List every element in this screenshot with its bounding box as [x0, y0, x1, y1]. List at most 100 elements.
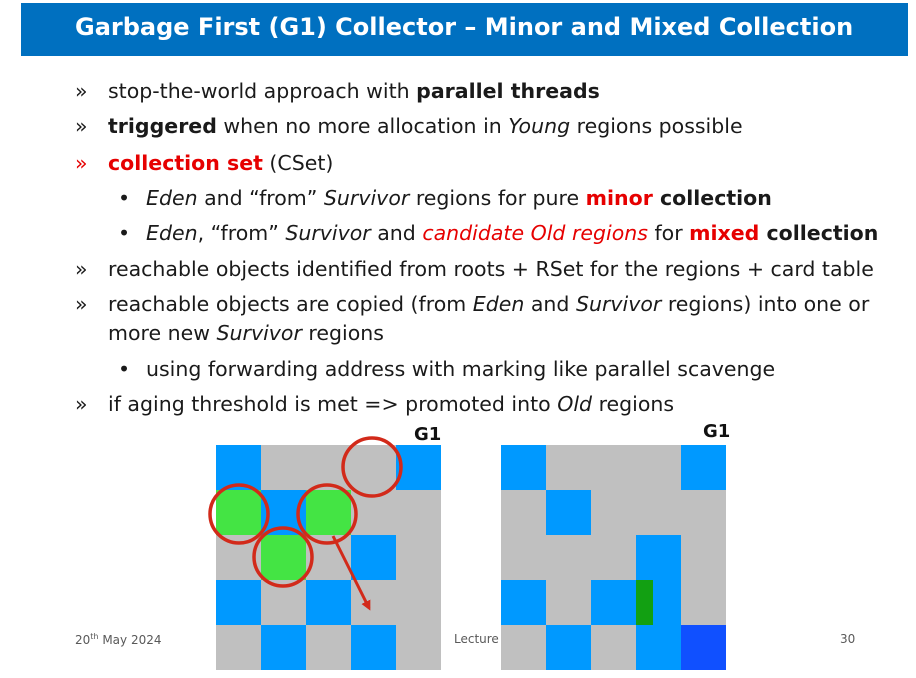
region-cell-blue [501, 445, 546, 490]
cset-circle [341, 436, 403, 498]
left-diagram-label: G1 [414, 424, 442, 445]
bullet-emphasis: triggered [108, 114, 217, 138]
bullet-marker: • [118, 186, 131, 210]
region-cell-gray [501, 490, 546, 535]
bullet-text: (CSet) [262, 151, 334, 175]
bullet-italic: candidate Old regions [422, 221, 648, 245]
bullet-marker: » [75, 292, 88, 316]
bullet-emphasis: collection [652, 186, 772, 210]
region-cell-blue [546, 625, 591, 670]
bullet-text: and [524, 292, 576, 316]
region-cell-blue [636, 535, 681, 580]
region-cell-blue [261, 625, 306, 670]
right-diagram-label: G1 [703, 421, 731, 442]
bullet-marker: » [75, 257, 88, 281]
promotion-arrow [331, 535, 371, 611]
cset-overlay [208, 436, 403, 611]
region-cell-gray [591, 445, 636, 490]
region-cell-gray [591, 490, 636, 535]
region-cell-gray [636, 490, 681, 535]
bullet-text: regions possible [570, 114, 743, 138]
region-cell-gray [591, 535, 636, 580]
region-cell-darkblue [681, 625, 726, 670]
bullet-italic: Eden [146, 221, 198, 245]
title-bar: Garbage First (G1) Collector – Minor and… [21, 3, 908, 56]
bullet-text: for [647, 221, 690, 245]
region-cell-gray [396, 625, 441, 670]
bullet-italic: Survivor [216, 321, 302, 345]
region-cell-green [306, 490, 351, 535]
region-cell-blue [351, 625, 396, 670]
region-cell-gray [591, 625, 636, 670]
region-cell-gray [261, 445, 306, 490]
region-cell-blue [396, 445, 441, 490]
region-cell-blue [351, 535, 396, 580]
bullet-emphasis: parallel threads [416, 79, 600, 103]
cset-circle [296, 483, 358, 545]
region-cell-gray [351, 445, 396, 490]
region-cell-gray [501, 625, 546, 670]
bullet-text: regions) into one or [661, 292, 870, 316]
bullet-text: and “from” [197, 186, 324, 210]
footer-date-rest: May 2024 [98, 633, 162, 647]
bullet-italic: Old [557, 392, 593, 416]
bullet-text: if aging threshold is met => promoted in… [108, 392, 558, 416]
footer-date-sup: th [90, 632, 99, 641]
region-cell-gray [501, 535, 546, 580]
bullet-text: regions [592, 392, 675, 416]
region-cell-blue [636, 625, 681, 670]
bullet-marker: » [75, 151, 88, 175]
region-cell-gray [681, 535, 726, 580]
bullet-italic: Survivor [285, 221, 371, 245]
bullet-marker: » [75, 114, 88, 138]
region-cell-gray [546, 580, 591, 625]
bullet-text: and [370, 221, 423, 245]
bullet-emphasis: mixed [689, 221, 760, 245]
bullet-italic: Eden [146, 186, 198, 210]
region-cell-gray [396, 490, 441, 535]
bullet-text: reachable objects are copied (from [108, 292, 473, 316]
bullet-marker: • [118, 357, 131, 381]
footer-center: Lecture [454, 632, 499, 646]
bullet-text: when no more allocation in [216, 114, 509, 138]
region-cell-blue [216, 580, 261, 625]
region-cell-gray [396, 535, 441, 580]
cset-circle [208, 483, 270, 545]
region-cell-blue [546, 490, 591, 535]
bullet-text: reachable objects identified from roots … [108, 257, 874, 281]
right-region-grid [501, 445, 726, 670]
bullet-italic: Young [508, 114, 571, 138]
region-cell-gray [636, 445, 681, 490]
region-cell-green [261, 535, 306, 580]
bullet-text: using forwarding address with marking li… [146, 357, 776, 381]
bullet-text: more new [108, 321, 217, 345]
bullet-marker: » [75, 392, 88, 416]
bullet-text: regions for pure [409, 186, 586, 210]
region-cell-blue [681, 445, 726, 490]
region-cell-gray [546, 535, 591, 580]
region-cell-gray [681, 490, 726, 535]
bullet-italic: Survivor [323, 186, 410, 210]
bullet-marker: • [118, 221, 131, 245]
page-number: 30 [840, 632, 856, 646]
region-cell-gray [681, 580, 726, 625]
slide-title: Garbage First (G1) Collector – Minor and… [75, 13, 854, 41]
cset-circle [252, 526, 314, 588]
bullet-text: regions [301, 321, 384, 345]
region-cell-green [216, 490, 261, 535]
bullet-text: , “from” [197, 221, 286, 245]
region-cell-gray [306, 625, 351, 670]
region-cell-blue [306, 580, 351, 625]
bullet-emphasis: collection [759, 221, 879, 245]
region-cell-blue [591, 580, 636, 625]
region-cell-gray [216, 625, 261, 670]
region-cell-promoted [636, 580, 653, 625]
region-cell-gray [396, 580, 441, 625]
bullet-text: stop-the-world approach with [108, 79, 417, 103]
region-cell-gray [546, 445, 591, 490]
region-cell-blue [216, 445, 261, 490]
bullet-marker: » [75, 79, 88, 103]
left-region-grid [216, 445, 441, 670]
region-cell-blue [501, 580, 546, 625]
